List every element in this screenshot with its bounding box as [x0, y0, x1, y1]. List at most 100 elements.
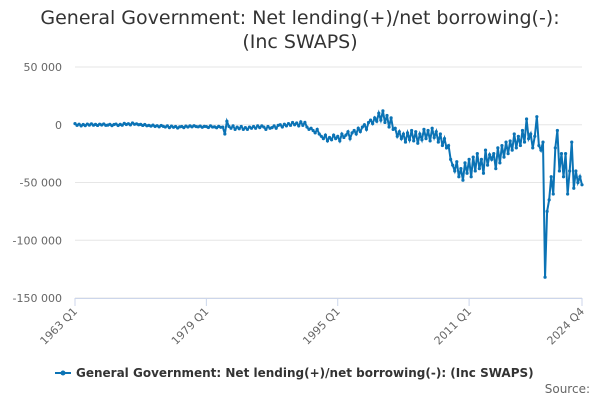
data-point: [348, 137, 352, 141]
data-point: [229, 126, 233, 130]
data-point: [414, 130, 418, 134]
data-point: [329, 138, 334, 142]
data-point: [397, 130, 401, 134]
data-point: [280, 125, 284, 129]
data-point: [485, 163, 490, 167]
data-point: [334, 137, 338, 141]
data-point: [520, 128, 525, 133]
data-point: [514, 146, 518, 150]
data-point: [531, 146, 535, 150]
data-point: [317, 132, 321, 136]
data-point: [547, 198, 551, 202]
data-point: [537, 143, 541, 148]
data-point: [239, 124, 243, 129]
data-point: [350, 131, 354, 135]
data-point: [510, 148, 514, 152]
data-point: [120, 123, 124, 127]
chart-title: General Government: Net lending(+)/net b…: [40, 7, 560, 53]
data-point: [278, 123, 282, 127]
data-point: [424, 137, 428, 141]
data-point: [288, 123, 293, 127]
data-point: [305, 125, 309, 129]
data-point: [432, 135, 436, 140]
data-point: [535, 115, 539, 119]
data-point: [436, 140, 440, 144]
y-tick-label: -100 000: [13, 234, 62, 247]
data-point: [284, 124, 289, 128]
data-point: [555, 128, 559, 133]
data-point: [358, 130, 362, 134]
data-point: [245, 127, 250, 131]
data-point: [416, 141, 420, 145]
data-point: [373, 116, 377, 120]
data-point: [332, 133, 336, 137]
x-tick-label: 1979 Q1: [169, 305, 212, 348]
data-point: [524, 117, 529, 121]
data-point: [356, 126, 360, 130]
data-point: [522, 140, 527, 144]
data-point: [463, 161, 467, 165]
data-point: [442, 137, 447, 141]
data-point: [438, 132, 442, 136]
data-point: [297, 124, 301, 128]
data-point: [393, 126, 397, 130]
data-point: [471, 155, 475, 159]
data-point: [457, 175, 461, 179]
data-point: [549, 175, 553, 179]
y-tick-label: -50 000: [20, 177, 62, 190]
data-point: [336, 134, 340, 138]
source: Source:: [545, 382, 590, 396]
data-point: [237, 127, 241, 131]
data-point: [570, 140, 574, 144]
data-point: [492, 152, 496, 156]
x-tick-label: 2011 Q1: [432, 305, 475, 348]
data-point: [375, 119, 379, 123]
data-point: [469, 175, 473, 179]
data-point: [475, 152, 479, 156]
data-point: [527, 137, 531, 141]
data-point: [223, 132, 227, 136]
data-point: [233, 127, 237, 131]
data-point: [254, 126, 258, 130]
data-point: [221, 125, 225, 129]
data-point: [313, 131, 317, 135]
y-tick-label: -150 000: [13, 292, 62, 305]
data-point: [572, 186, 576, 190]
data-point: [553, 146, 557, 150]
x-tick-label: 1963 Q1: [38, 305, 81, 348]
y-tick-label: 50 000: [24, 61, 63, 74]
data-point: [395, 134, 399, 138]
data-point: [479, 157, 484, 161]
data-point: [231, 124, 235, 128]
data-point: [311, 128, 315, 133]
data-line: [74, 109, 583, 278]
data-point: [315, 127, 319, 131]
data-point: [446, 143, 451, 148]
data-point: [321, 137, 325, 141]
data-point: [496, 146, 500, 150]
data-point: [407, 138, 412, 142]
data-point: [290, 120, 295, 125]
data-point: [578, 175, 582, 179]
data-point: [516, 134, 520, 138]
y-tick-label: 0: [55, 119, 62, 132]
data-point: [354, 132, 358, 136]
data-point: [405, 131, 410, 135]
data-point: [512, 132, 516, 136]
data-point: [467, 157, 471, 161]
data-point: [559, 152, 564, 156]
data-point: [366, 120, 371, 125]
data-point: [576, 180, 580, 185]
data-point: [566, 192, 570, 196]
data-point: [500, 143, 504, 148]
data-point: [490, 157, 494, 161]
data-point: [338, 139, 342, 143]
data-point: [502, 155, 506, 159]
data-point: [399, 137, 403, 141]
data-point: [368, 118, 373, 122]
data-point: [128, 123, 133, 127]
data-point: [440, 143, 445, 148]
data-point: [381, 109, 385, 113]
data-point: [444, 146, 449, 150]
data-point: [449, 157, 453, 161]
